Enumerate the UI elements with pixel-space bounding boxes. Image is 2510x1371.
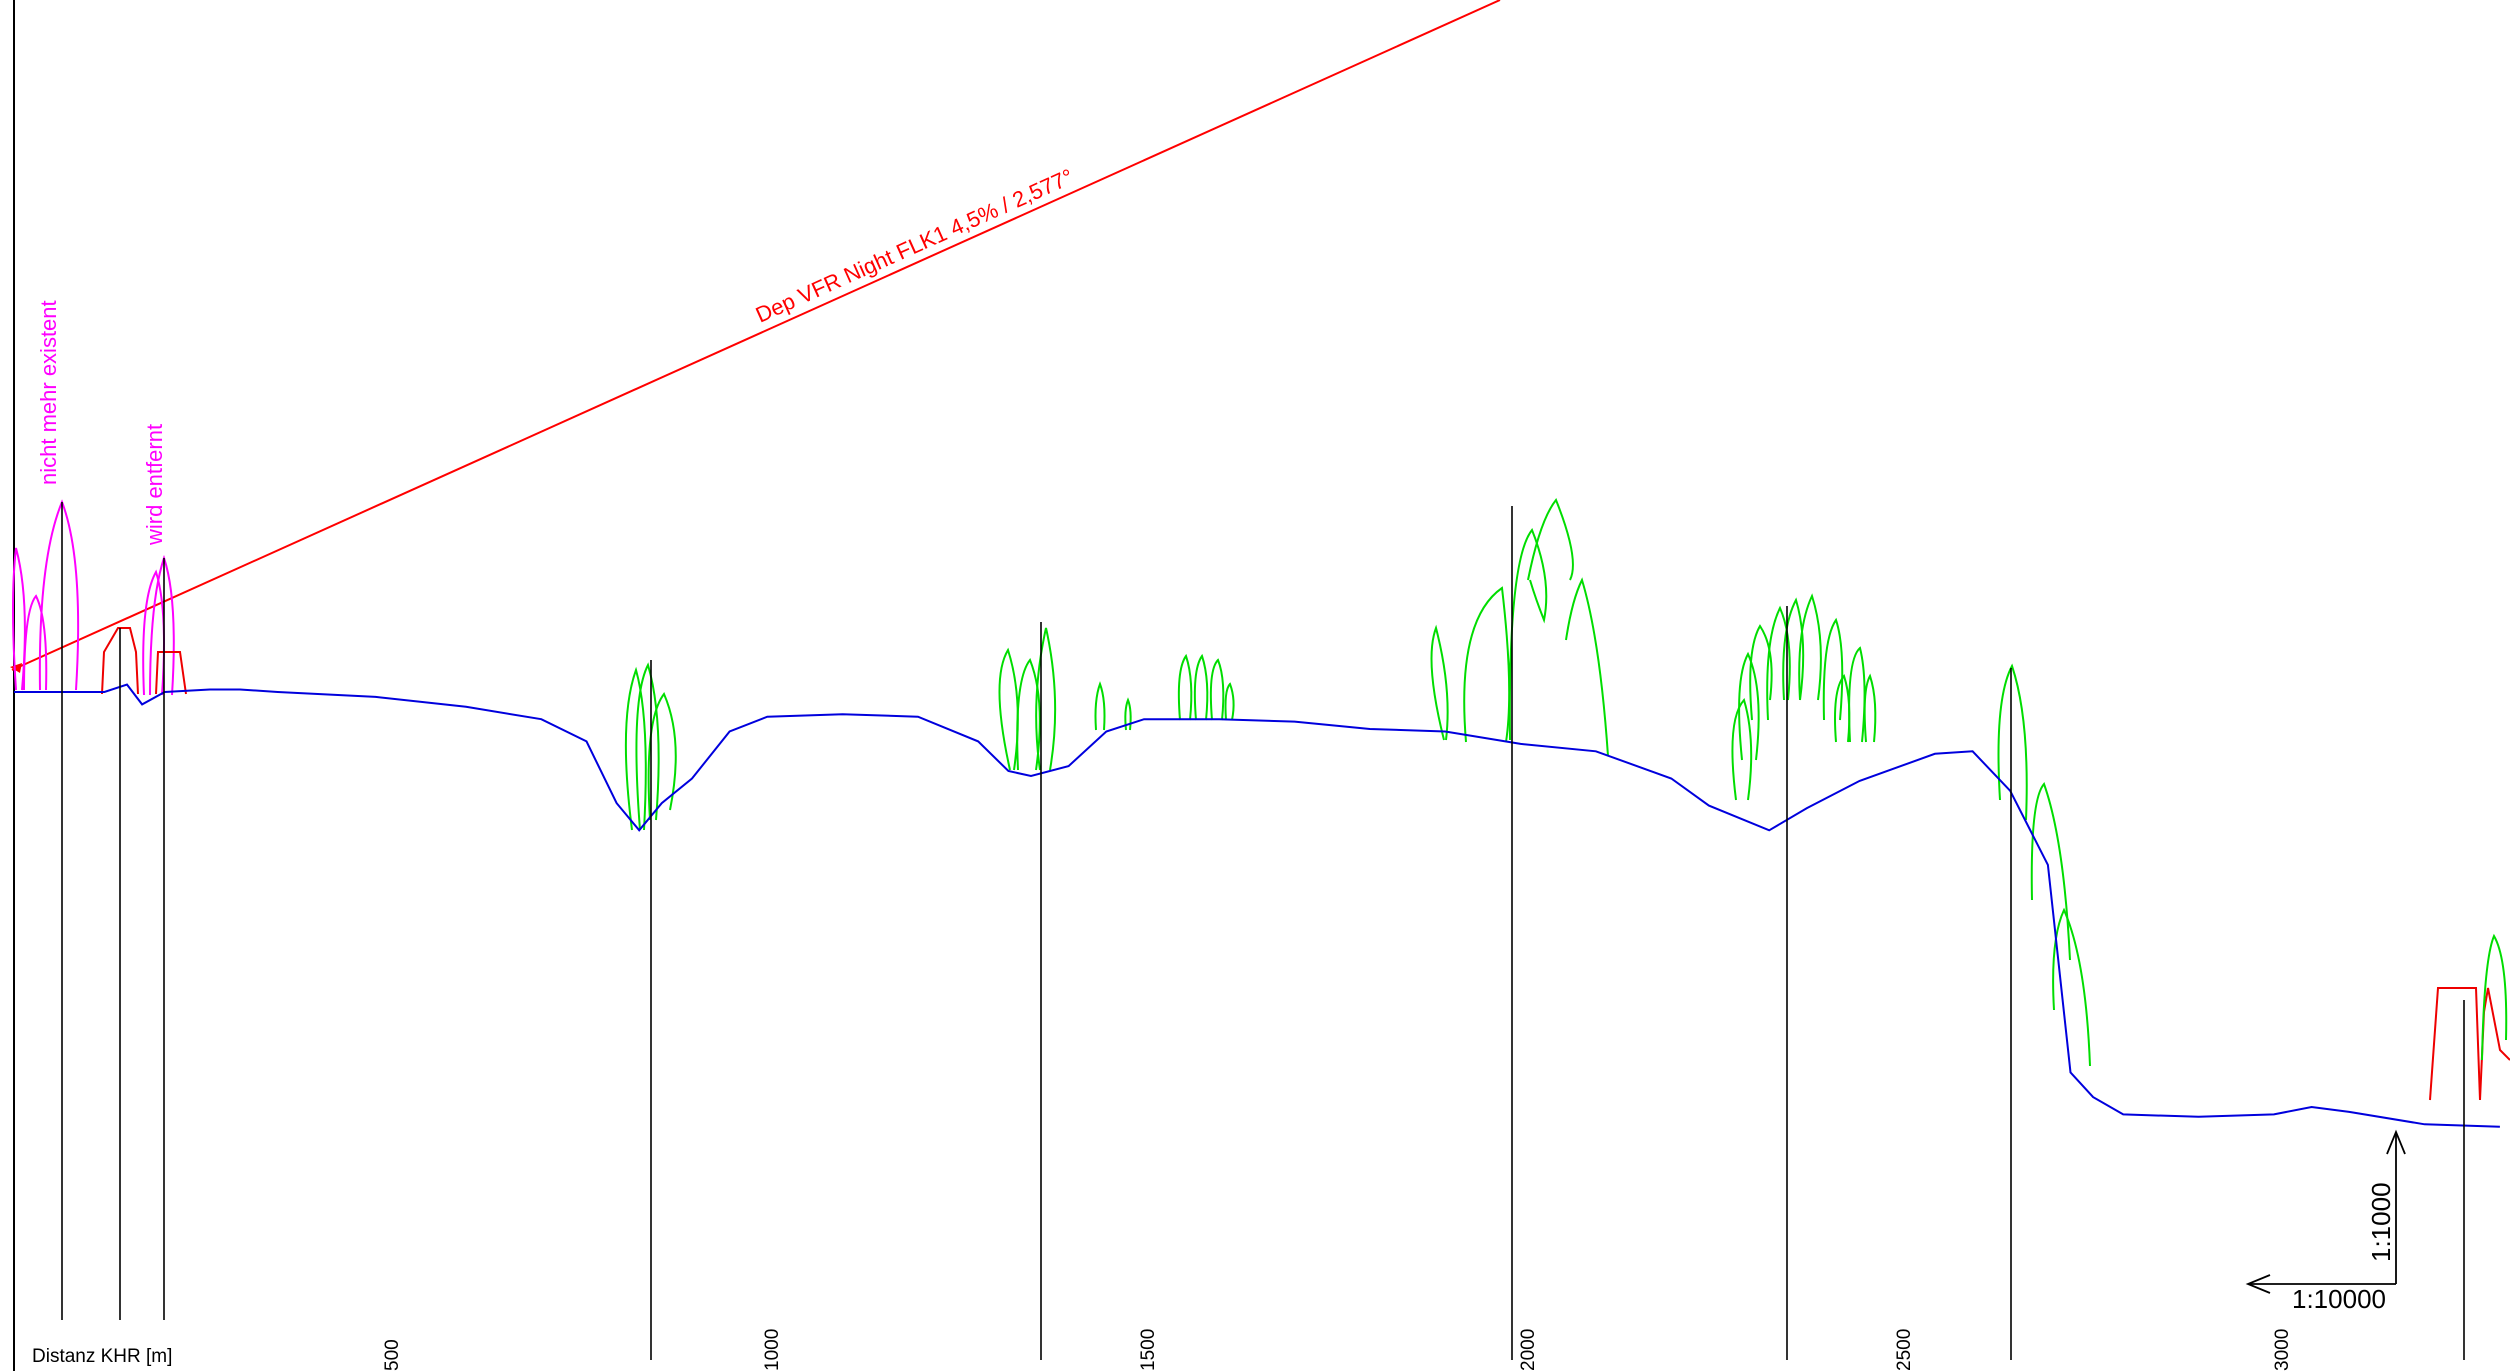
building-1	[101, 627, 139, 695]
removed-labels: nicht mehr existent wird entfernt	[36, 300, 167, 546]
scale-vertical-label: 1:1000	[2366, 1182, 2396, 1262]
tree-cluster-3b	[1193, 653, 1209, 721]
slope-label: Dep VFR Night FLK1 4,5% / 2,577°	[752, 164, 1077, 328]
tree-cluster-2c	[1035, 627, 1057, 771]
building-3	[2429, 987, 2481, 1101]
tree-cluster-5f	[1798, 593, 1822, 701]
tree-cluster-7a	[2481, 933, 2508, 1061]
tree-cluster-5c	[1749, 624, 1773, 721]
tree-cluster-4c	[1508, 528, 1548, 741]
tree-cluster-6a	[1997, 663, 2028, 821]
tree-cluster-5j	[1863, 673, 1877, 743]
tree-cluster-3a	[1177, 653, 1193, 721]
scale-indicator	[2245, 1129, 2406, 1294]
tree-cluster-2b	[1016, 658, 1041, 771]
reference-lines	[61, 502, 2465, 1360]
scale-horizontal-label: 1:10000	[2292, 1284, 2386, 1314]
tree-cluster-3c	[1209, 658, 1225, 721]
removed-label-2: wird entfernt	[142, 424, 167, 546]
tree-cluster-5e	[1782, 597, 1805, 701]
tree-cluster-3d	[1224, 682, 1235, 721]
tree-cluster-1c	[647, 692, 677, 821]
x-tick-label: 1000	[762, 1329, 783, 1371]
tree-cluster-5d	[1766, 605, 1791, 721]
removed-label-1: nicht mehr existent	[36, 300, 61, 485]
tree-cluster-4b	[1463, 586, 1511, 743]
trees	[624, 498, 2508, 1067]
x-tick-label: 500	[382, 1339, 403, 1371]
tree-cluster-1b	[635, 662, 660, 831]
tree-cluster-4d	[1527, 498, 1574, 581]
tree-cluster-5i	[1848, 646, 1866, 743]
slope-start-marker	[10, 663, 22, 673]
x-tick-label: 2500	[1894, 1329, 1915, 1371]
terrain-profile-line	[14, 683, 2500, 1128]
x-tick-label: 3000	[2272, 1329, 2293, 1371]
x-tick-label: 1500	[1138, 1329, 1159, 1371]
tree-cluster-6b	[2030, 782, 2071, 961]
x-axis-label: Distanz KHR [m]	[32, 1346, 172, 1367]
x-tick-label: 2000	[1518, 1329, 1539, 1371]
tree-cluster-4e	[1565, 577, 1609, 757]
tree-cluster-4a	[1430, 624, 1449, 741]
removed-tree-4	[142, 569, 165, 696]
departure-slope-line	[11, 0, 1501, 671]
tree-cluster-6c	[2052, 907, 2091, 1067]
tree-cluster-5b	[1738, 651, 1760, 761]
building-2	[155, 651, 187, 695]
removed-tree-2	[23, 594, 48, 691]
tree-cluster-1a	[624, 666, 647, 831]
tree-cluster-2e	[1124, 697, 1132, 731]
tree-cluster-5g	[1822, 617, 1844, 721]
scale-horizontal-arrowhead	[2245, 1274, 2271, 1294]
x-axis-ticks: 500 1000 1500 2000 2500 3000	[382, 1329, 2293, 1371]
tree-cluster-5a	[1731, 698, 1753, 801]
tree-cluster-2a	[998, 647, 1019, 771]
tree-cluster-2d	[1094, 681, 1106, 731]
buildings	[101, 627, 2510, 1101]
scale-vertical-arrowhead	[2386, 1129, 2406, 1155]
